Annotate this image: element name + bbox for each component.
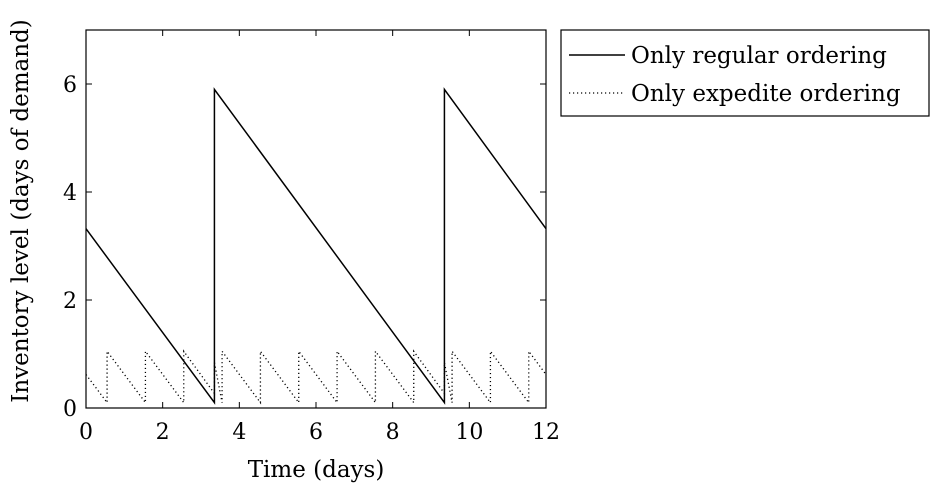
x-tick-label: 0: [79, 420, 93, 445]
plot-frame: [85, 29, 547, 409]
x-tick-label: 8: [386, 420, 400, 445]
x-tick-label: 12: [532, 420, 560, 445]
plot-area: [85, 87, 547, 405]
x-tick-label: 10: [455, 420, 483, 445]
legend-box: [560, 29, 930, 117]
x-tick-label: 2: [156, 420, 170, 445]
legend: Only regular ordering Only expedite order…: [560, 29, 930, 117]
y-tick-label: 4: [63, 181, 77, 206]
y-tick-label: 2: [63, 289, 77, 314]
axes: 0 2 4 6 8 10 12 0 2 4 6: [63, 29, 560, 445]
y-tick-label: 0: [63, 397, 77, 422]
y-tick-label: 6: [63, 73, 77, 98]
x-tick-label: 6: [309, 420, 323, 445]
x-axis-title: Time (days): [248, 457, 385, 483]
legend-label-expedite: Only expedite ordering: [631, 81, 901, 107]
legend-label-regular: Only regular ordering: [631, 43, 887, 69]
x-tick-label: 4: [232, 420, 246, 445]
series-line-expedite: [85, 349, 547, 405]
y-axis-title: Inventory level (days of demand): [8, 19, 34, 403]
series-line-regular: [85, 87, 547, 405]
